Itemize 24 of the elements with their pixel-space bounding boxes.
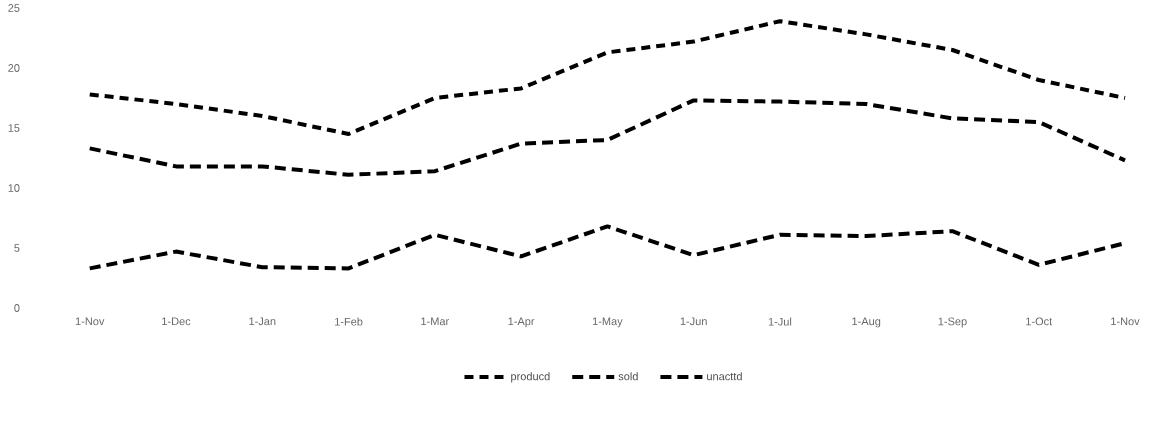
y-tick-label: 25 bbox=[8, 4, 20, 12]
x-tick-label: 1-Sep bbox=[938, 317, 967, 328]
x-tick-label: 1-Dec bbox=[162, 317, 191, 326]
x-tick-label: 1-Feb bbox=[335, 317, 363, 326]
line-series bbox=[87, 98, 1128, 177]
legend-label: sold bbox=[618, 372, 638, 381]
line-series bbox=[87, 19, 1128, 136]
x-tick-label: 1-Aug bbox=[852, 317, 881, 328]
y-tick-label: 20 bbox=[8, 64, 20, 72]
x-tick-label: 1-Jan bbox=[249, 317, 276, 326]
x-tick-label: 1-Jul bbox=[768, 317, 792, 326]
y-tick-label: 10 bbox=[8, 184, 20, 192]
x-tick-label: 1-Nov bbox=[75, 317, 105, 326]
x-tick-label: 1-Oct bbox=[1026, 317, 1053, 326]
x-tick-label: 1-Jun bbox=[680, 317, 707, 326]
y-tick-label: 15 bbox=[8, 124, 20, 132]
y-tick-label: 5 bbox=[14, 244, 20, 252]
x-tick-label: 1-Apr bbox=[508, 317, 535, 328]
y-tick-label: 0 bbox=[14, 304, 20, 312]
x-tick-label: 1-Mar bbox=[421, 317, 450, 326]
legend-label: unacttd bbox=[707, 372, 742, 381]
legend-label: producd bbox=[511, 372, 550, 383]
x-tick-label: 1-Nov bbox=[1111, 317, 1140, 326]
x-tick-label: 1-May bbox=[592, 317, 623, 328]
